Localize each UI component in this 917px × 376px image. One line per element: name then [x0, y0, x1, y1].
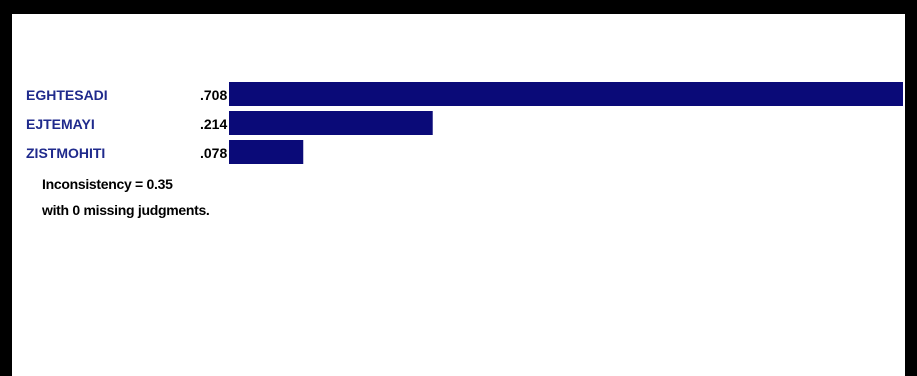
missing-judgments-text: with 0 missing judgments.: [42, 202, 210, 218]
category-label-ejtemayi: EJTEMAYI: [26, 116, 95, 132]
category-label-zistmohiti: ZISTMOHITI: [26, 145, 105, 161]
inconsistency-text: Inconsistency = 0.35: [42, 176, 173, 192]
priority-bar-chart: EGHTESADI .708 EJTEMAYI .214 ZISTMOHITI .078: [26, 82, 903, 164]
bar-ejtemayi: [229, 111, 433, 135]
bar-eghtesadi: [229, 82, 903, 106]
category-label-eghtesadi: EGHTESADI: [26, 87, 108, 103]
value-label-zistmohiti: .078: [200, 145, 227, 161]
bar-zistmohiti: [229, 140, 304, 164]
value-label-ejtemayi: .214: [200, 116, 227, 132]
value-label-eghtesadi: .708: [200, 87, 227, 103]
